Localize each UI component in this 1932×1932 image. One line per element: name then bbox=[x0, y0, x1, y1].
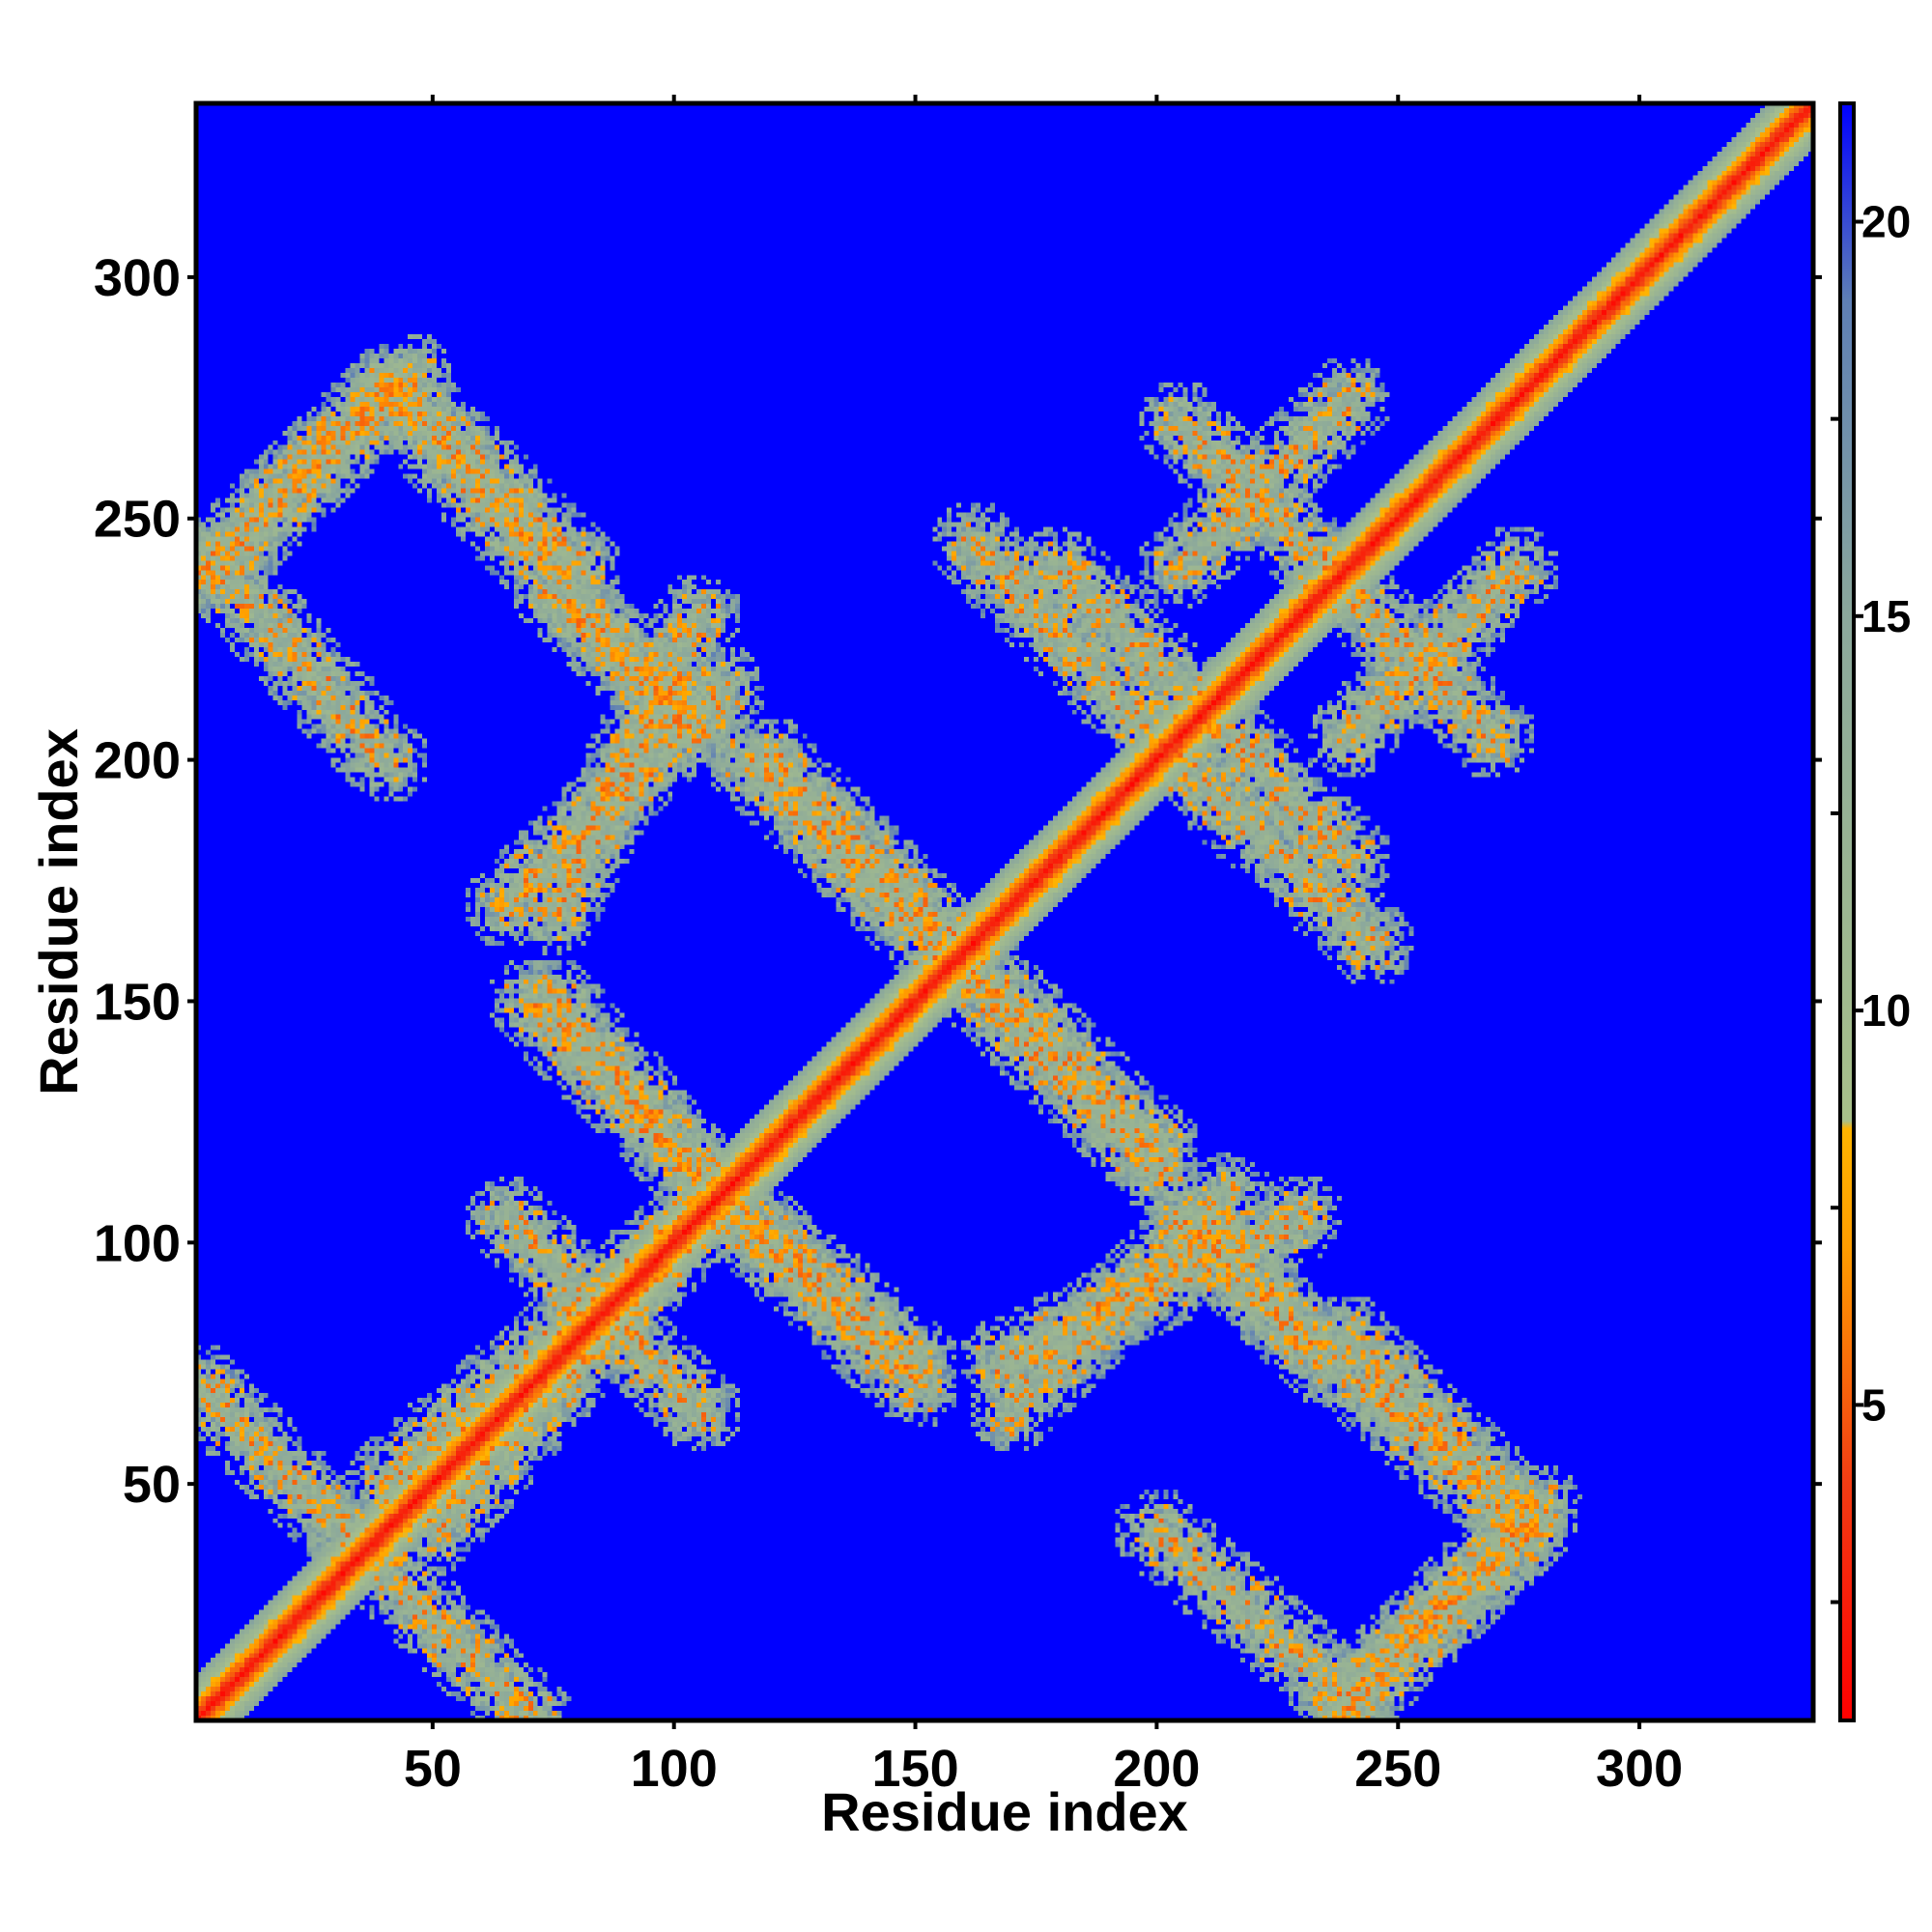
heatmap-area bbox=[196, 103, 1813, 1720]
x-tick-label: 100 bbox=[631, 1740, 718, 1798]
y-tick-label: 150 bbox=[94, 973, 181, 1031]
x-tick-label: 250 bbox=[1354, 1740, 1441, 1798]
colorbar-tick-label: 15 bbox=[1861, 591, 1911, 641]
y-tick-label: 200 bbox=[94, 732, 181, 790]
x-tick-label: 150 bbox=[872, 1740, 959, 1798]
colorbar-tick-label: 20 bbox=[1861, 196, 1911, 246]
y-axis-ticks: 50 100 150 200 250 300 bbox=[94, 249, 1822, 1514]
x-tick-label: 200 bbox=[1113, 1740, 1200, 1798]
heatmap-cells bbox=[196, 103, 1813, 1720]
colorbar-tick-label: 10 bbox=[1861, 985, 1911, 1036]
y-tick-label: 300 bbox=[94, 249, 181, 307]
y-axis-title: Residue index bbox=[28, 728, 89, 1095]
colorbar-tick-label: 5 bbox=[1861, 1379, 1887, 1430]
x-axis-title: Residue index bbox=[821, 1781, 1188, 1842]
x-axis-ticks: 50 100 150 200 250 300 bbox=[404, 95, 1683, 1798]
y-tick-label: 100 bbox=[94, 1214, 181, 1272]
colorbar-gradient bbox=[1838, 101, 1856, 1722]
y-tick-label: 50 bbox=[123, 1456, 181, 1514]
x-tick-label: 50 bbox=[404, 1740, 462, 1798]
plot-frame bbox=[193, 100, 1816, 1723]
colorbar: 5 10 15 20 bbox=[1831, 101, 1911, 1722]
y-tick-label: 250 bbox=[94, 491, 181, 549]
x-tick-label: 300 bbox=[1596, 1740, 1683, 1798]
